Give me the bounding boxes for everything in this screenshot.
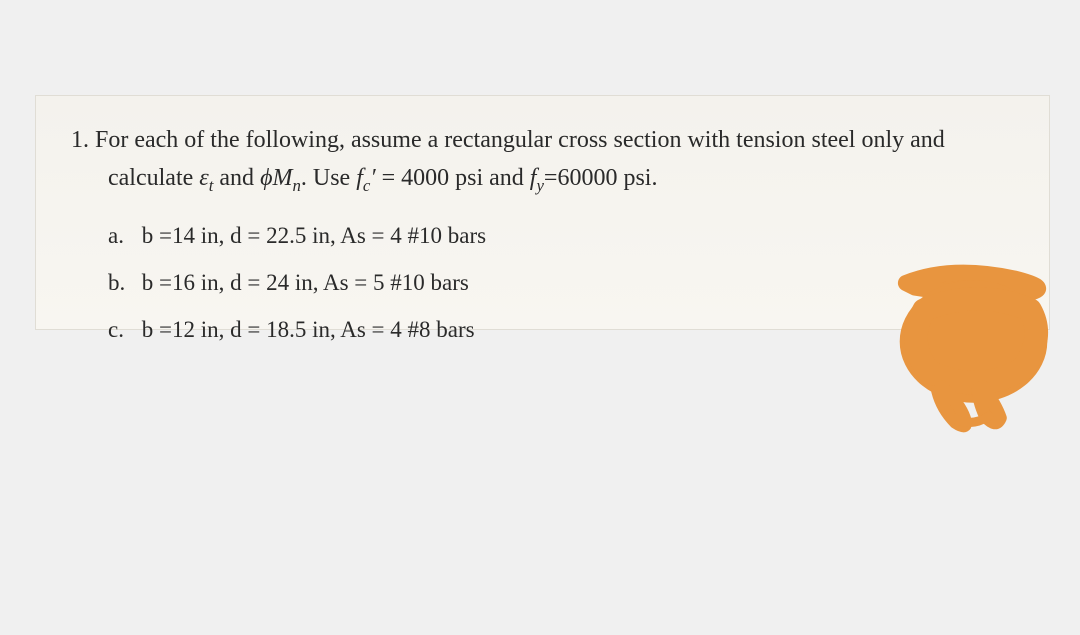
sub-item-b: b. b =16 in, d = 24 in, As = 5 #10 bars (108, 265, 1009, 302)
statement-line1: For each of the following, assume a rect… (95, 127, 945, 153)
sub-text: b =12 in, d = 18.5 in, As = 4 #8 bars (142, 317, 475, 342)
textbook-page: 1. For each of the following, assume a r… (35, 95, 1050, 330)
problem-statement: 1. For each of the following, assume a r… (76, 121, 1009, 200)
statement-line2: calculate εt and ϕMn. Use fc′ = 4000 psi… (76, 165, 657, 191)
sub-items: a. b =14 in, d = 22.5 in, As = 4 #10 bar… (76, 218, 1009, 348)
annotation-scribble (879, 256, 1059, 436)
sub-item-a: a. b =14 in, d = 22.5 in, As = 4 #10 bar… (108, 218, 1009, 255)
sub-text: b =14 in, d = 22.5 in, As = 4 #10 bars (142, 223, 486, 248)
sub-item-c: c. b =12 in, d = 18.5 in, As = 4 #8 bars (108, 312, 1009, 349)
sub-text: b =16 in, d = 24 in, As = 5 #10 bars (142, 270, 469, 295)
problem-number: 1. (71, 121, 89, 159)
sub-label: c. (108, 312, 136, 349)
sub-label: b. (108, 265, 136, 302)
sub-label: a. (108, 218, 136, 255)
problem-block: 1. For each of the following, assume a r… (76, 121, 1009, 348)
